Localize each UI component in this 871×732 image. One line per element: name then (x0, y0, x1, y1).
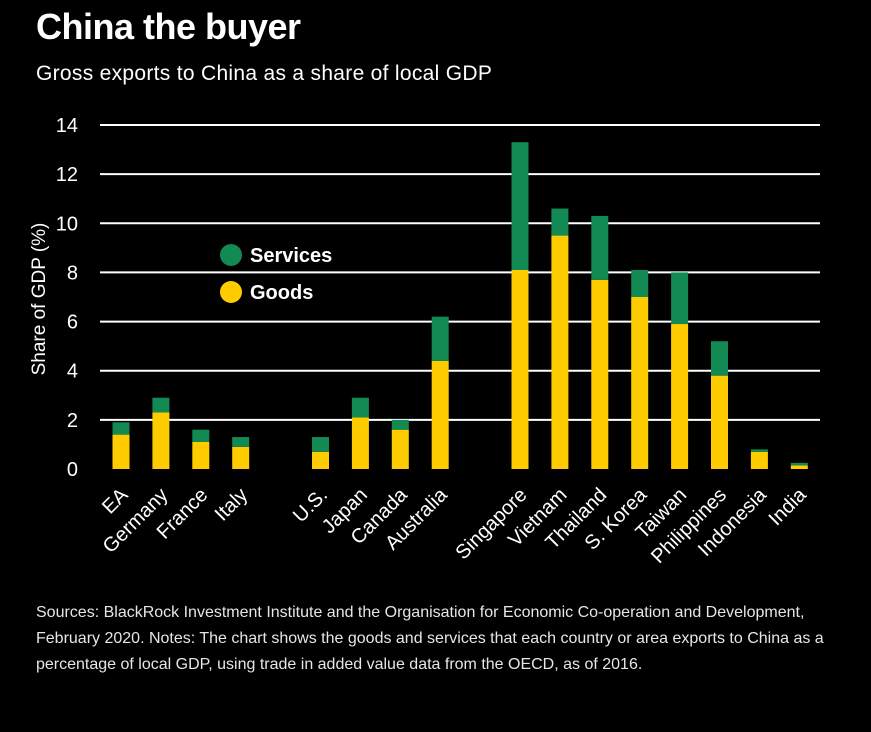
bar-goods (152, 412, 170, 469)
legend-marker-goods (220, 281, 242, 303)
bar-services (591, 215, 609, 280)
bar-goods (790, 465, 808, 469)
y-tick-label: 12 (56, 164, 78, 186)
bar-goods (112, 434, 130, 469)
bar-services (431, 316, 449, 361)
y-tick-label: 0 (67, 459, 78, 481)
bar-services (351, 397, 369, 418)
bar-goods (312, 451, 329, 469)
bar-services (711, 341, 728, 376)
chart-subtitle: Gross exports to China as a share of loc… (36, 62, 493, 85)
y-tick-label: 6 (67, 312, 78, 334)
y-tick-label: 2 (67, 410, 78, 432)
bar-goods (351, 417, 369, 469)
bar-goods (551, 235, 569, 469)
bar-services (312, 437, 329, 452)
bar-services (152, 397, 170, 413)
bar-services (631, 269, 649, 297)
bar-services (112, 422, 130, 435)
bar-services (790, 462, 808, 466)
y-tick-label: 14 (56, 115, 78, 137)
bar-goods (431, 360, 449, 469)
bar-goods (232, 446, 250, 469)
bar-services (671, 272, 689, 325)
y-tick-label: 10 (56, 213, 78, 235)
bar-services (551, 208, 569, 236)
bar-goods (631, 297, 649, 469)
legend-marker-services (220, 244, 242, 266)
bar-goods (591, 279, 609, 469)
bar-goods (671, 324, 689, 469)
chart-title: China the buyer (36, 6, 301, 47)
bar-services (391, 419, 409, 430)
bar-services (750, 449, 768, 452)
bar-goods (511, 269, 529, 469)
bar-goods (391, 429, 409, 469)
legend-label-services: Services (250, 245, 332, 267)
y-tick-label: 4 (67, 361, 78, 383)
bar-services (232, 437, 250, 447)
bar-goods (750, 451, 768, 469)
bar-goods (192, 441, 210, 469)
x-tick-label: India (765, 483, 812, 530)
y-tick-label: 8 (67, 262, 78, 284)
source-notes: Sources: BlackRock Investment Institute … (36, 604, 824, 673)
legend-label-goods: Goods (250, 282, 313, 304)
y-axis-label: Share of GDP (%) (29, 223, 50, 376)
bar-services (511, 142, 529, 270)
x-tick-label: Italy (211, 484, 252, 525)
bar-goods (711, 375, 728, 469)
bar-services (192, 429, 210, 442)
